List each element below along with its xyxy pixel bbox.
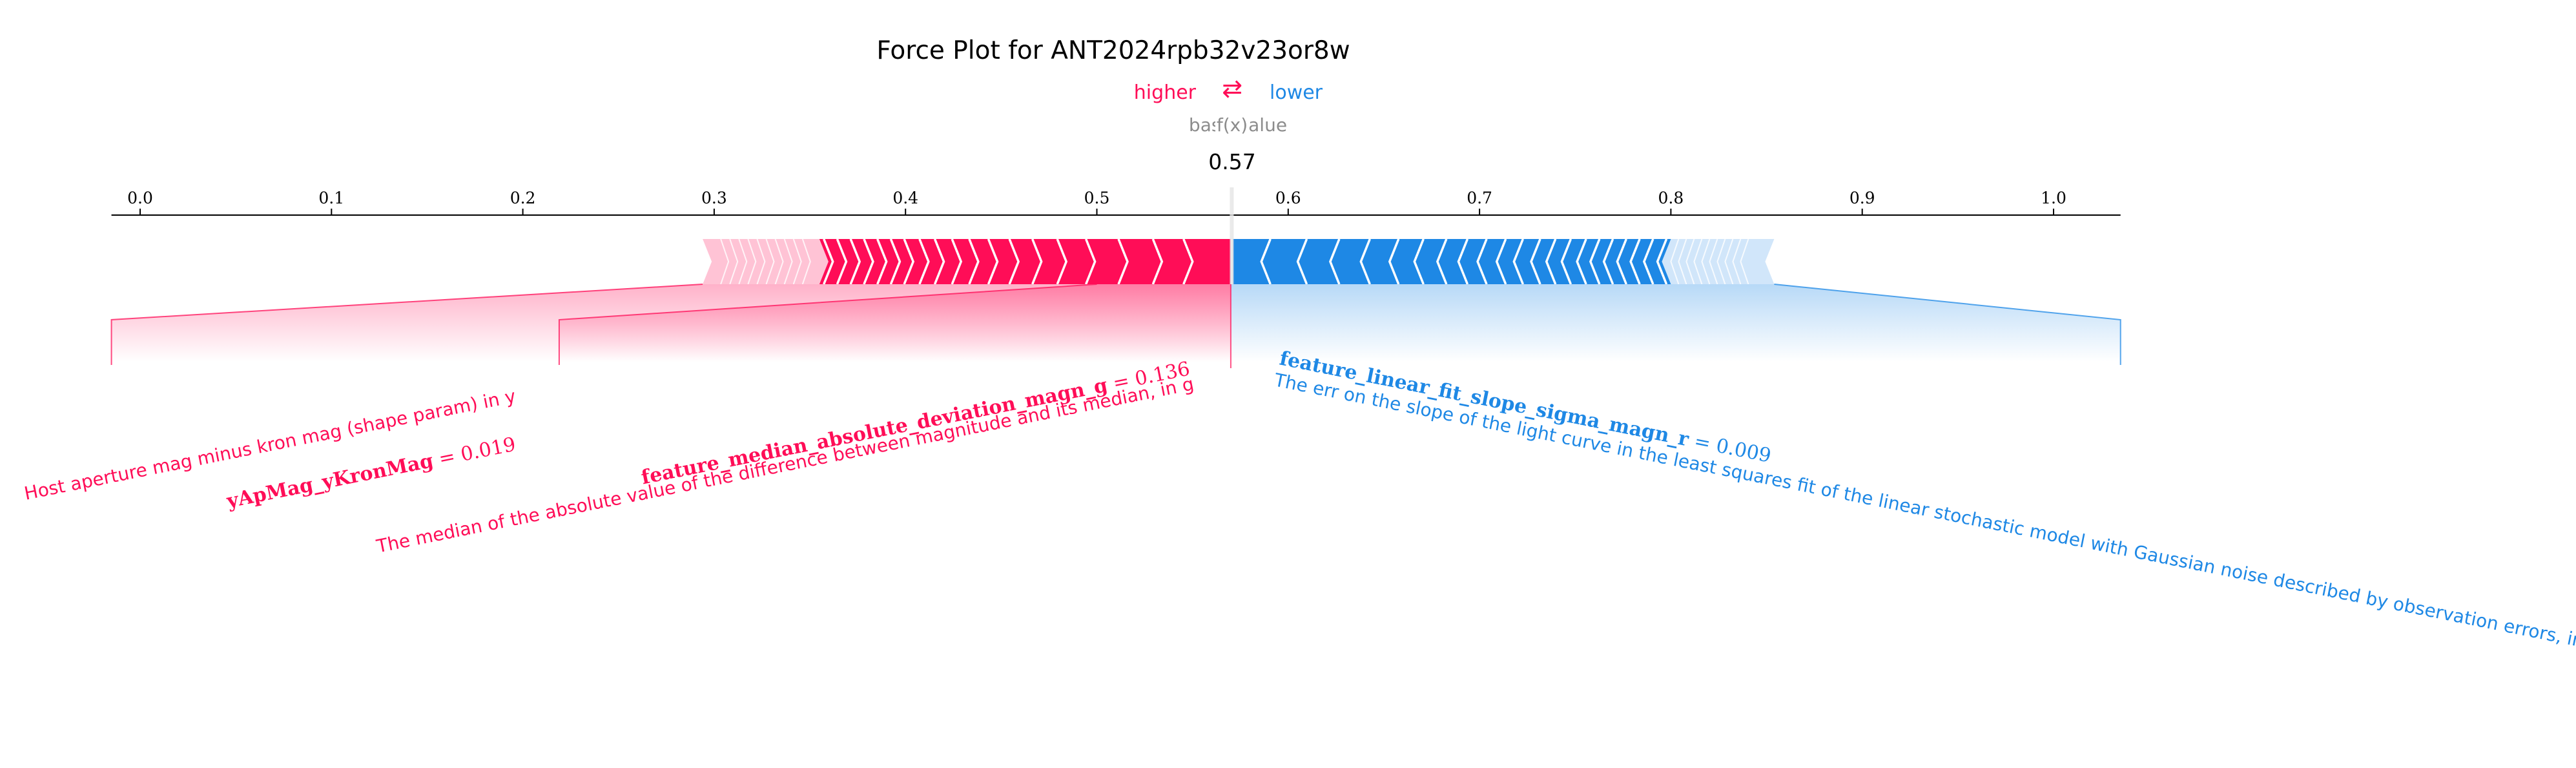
tick-label-4: 0.4 <box>892 189 918 207</box>
fx-label: f(x) <box>1217 114 1248 136</box>
legend-lower: lower <box>1270 81 1323 104</box>
chart-title: Force Plot for ANT2024rpb32v23or8w <box>876 36 1350 65</box>
connector-fill-1 <box>559 284 1231 362</box>
positive-tail-chevron-3 <box>747 238 757 285</box>
negative-chevron-4 <box>1388 238 1400 285</box>
tick-label-5: 0.5 <box>1084 189 1110 207</box>
negative-tail-chevron-4 <box>1701 238 1711 285</box>
negative-chevron-14 <box>1576 238 1587 285</box>
negative-tail-chevron-7 <box>1724 238 1734 285</box>
positive-tail-chevron-4 <box>756 238 766 285</box>
positive-chevron-13 <box>1031 238 1043 285</box>
connector-line-2 <box>1774 284 2121 365</box>
tick-label-8: 0.8 <box>1658 189 1684 207</box>
tick-label-10: 1.0 <box>2041 189 2066 207</box>
negative-tail-chevron-8 <box>1732 238 1742 285</box>
feature-name-0: yApMag_yKronMag <box>224 450 435 513</box>
legend-higher: higher <box>1134 81 1197 104</box>
negative-tail-chevron-2 <box>1685 238 1695 285</box>
tick-label-6: 0.6 <box>1275 189 1301 207</box>
positive-chevron-10 <box>968 238 980 285</box>
positive-chevron-7 <box>918 238 930 285</box>
negative-chevron-0 <box>1260 238 1272 285</box>
negative-tail-chevron-6 <box>1716 238 1726 285</box>
positive-tail-chevron-2 <box>738 238 748 285</box>
x-axis: 0.0 0.1 0.2 0.3 0.4 0.5 0.6 0.7 0.8 0.9 1.0 <box>111 189 2121 216</box>
negative-chevron-16 <box>1602 238 1614 285</box>
negative-chevron-5 <box>1413 238 1425 285</box>
positive-chevron-5 <box>889 238 902 285</box>
negative-tail-chevron-1 <box>1678 238 1687 285</box>
legend-arrows: ⇄ <box>1222 74 1242 103</box>
negative-chevron-10 <box>1512 238 1524 285</box>
negative-tail-chevron-0 <box>1670 238 1680 285</box>
force-bar <box>703 187 1775 285</box>
feature-labels: yApMag_yKronMag = 0.019 Host aperture ma… <box>23 348 2576 654</box>
positive-tail <box>703 239 838 284</box>
feature-connectors <box>110 284 2121 368</box>
negative-chevron-9 <box>1495 238 1507 285</box>
positive-chevron-15 <box>1084 238 1097 285</box>
positive-chevron-18 <box>1182 238 1194 285</box>
fx-value-label: 0.57 <box>1208 149 1255 174</box>
positive-tail-chevron-0 <box>720 238 730 285</box>
negative-chevron-6 <box>1436 238 1448 285</box>
positive-chevron-4 <box>876 238 888 285</box>
fx-label-backdrop <box>1215 112 1249 137</box>
negative-tail-chevron-3 <box>1693 238 1703 285</box>
tick-label-3: 0.3 <box>701 189 727 207</box>
negative-chevron-17 <box>1616 238 1627 285</box>
tick-label-7: 0.7 <box>1467 189 1492 207</box>
negative-chevron-20 <box>1656 238 1668 285</box>
negative-chevron-19 <box>1642 238 1654 285</box>
negative-chevron-7 <box>1457 238 1469 285</box>
feature-value-0: = 0.019 <box>431 433 517 472</box>
positive-chevron-12 <box>1008 238 1020 285</box>
negative-chevron-12 <box>1545 238 1557 285</box>
positive-chevron-11 <box>987 238 999 285</box>
positive-tail-chevron-1 <box>729 238 739 285</box>
positive-chevron-16 <box>1117 238 1129 285</box>
positive-tail-chevron-6 <box>774 238 784 285</box>
negative-tail-chevron-9 <box>1740 238 1749 285</box>
negative-chevron-1 <box>1296 238 1308 285</box>
positive-chevron-3 <box>863 238 874 285</box>
positive-chevron-1 <box>836 238 848 285</box>
negative-chevron-8 <box>1476 238 1488 285</box>
positive-chevron-6 <box>903 238 915 285</box>
connector-line-0 <box>110 284 703 365</box>
positive-chevron-17 <box>1151 238 1164 285</box>
negative-chevron-3 <box>1359 238 1371 285</box>
tick-label-1: 0.1 <box>318 189 344 207</box>
negative-chevron-13 <box>1560 238 1572 285</box>
tick-label-2: 0.2 <box>510 189 536 207</box>
negative-chevron-15 <box>1589 238 1601 285</box>
positive-tail-chevron-8 <box>792 238 802 285</box>
positive-block <box>819 239 1231 284</box>
connector-fill-2 <box>1230 284 2121 362</box>
connector-line-1 <box>558 284 1097 365</box>
negative-block <box>1232 239 1671 284</box>
negative-chevron-11 <box>1530 238 1541 285</box>
positive-chevron-9 <box>951 238 963 285</box>
negative-tail-chevron-5 <box>1709 238 1718 285</box>
positive-tail-chevron-7 <box>783 238 793 285</box>
negative-chevron-2 <box>1329 238 1341 285</box>
positive-chevron-14 <box>1056 238 1068 285</box>
feature-desc-2: The err on the slope of the light curve … <box>1272 369 2576 654</box>
positive-chevron-2 <box>849 238 861 285</box>
positive-tail-chevron-9 <box>801 238 811 285</box>
feature-label-2: feature_linear_fit_slope_sigma_magn_r = … <box>1277 348 1773 468</box>
tick-label-0: 0.0 <box>127 189 153 207</box>
tick-label-9: 0.9 <box>1850 189 1875 207</box>
positive-tail-chevron-5 <box>765 238 775 285</box>
positive-chevron-0 <box>823 238 834 285</box>
negative-chevron-18 <box>1629 238 1641 285</box>
positive-chevron-8 <box>933 238 945 285</box>
